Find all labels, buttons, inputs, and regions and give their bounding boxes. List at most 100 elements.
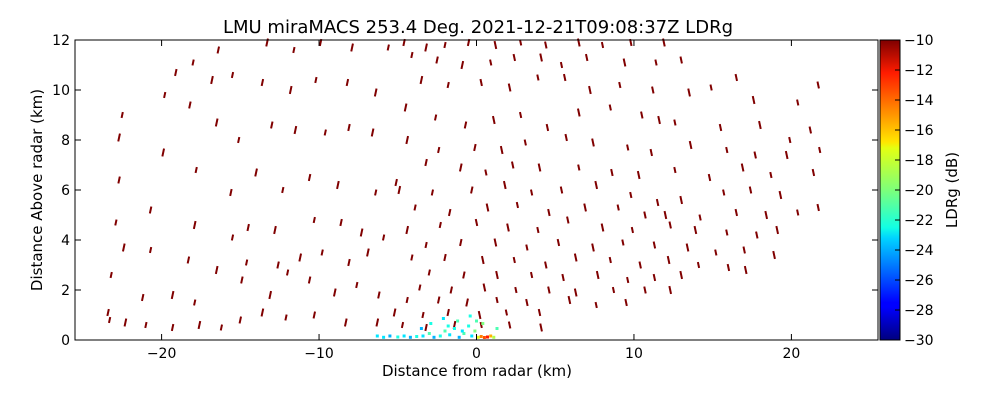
data-point bbox=[652, 241, 657, 249]
data-point bbox=[366, 248, 370, 257]
data-point bbox=[666, 255, 671, 265]
data-point bbox=[480, 255, 485, 265]
near-ground-point bbox=[482, 336, 486, 339]
data-point bbox=[743, 265, 748, 275]
data-point bbox=[600, 223, 605, 232]
data-point bbox=[525, 244, 529, 251]
data-point bbox=[397, 185, 402, 195]
data-point bbox=[547, 286, 551, 294]
data-point bbox=[446, 81, 450, 89]
data-point bbox=[818, 146, 822, 154]
data-point bbox=[624, 298, 628, 307]
data-point bbox=[449, 286, 454, 294]
data-point bbox=[600, 41, 605, 49]
data-point bbox=[254, 168, 258, 177]
colorbar-tick-label: −10 bbox=[904, 33, 934, 49]
x-tick-label: −10 bbox=[304, 346, 334, 362]
data-point bbox=[210, 75, 214, 85]
data-point bbox=[421, 311, 425, 319]
data-point bbox=[192, 220, 197, 230]
data-point bbox=[312, 311, 317, 319]
data-point bbox=[377, 291, 381, 299]
x-axis-ticks: −20 −10 0 10 20 bbox=[147, 40, 800, 362]
data-point bbox=[438, 221, 442, 229]
data-point bbox=[775, 225, 780, 235]
y-axis-label: Distance Above radar (km) bbox=[28, 89, 46, 291]
data-point bbox=[564, 133, 568, 142]
data-point bbox=[536, 226, 540, 234]
data-point bbox=[402, 38, 406, 47]
data-point bbox=[307, 173, 312, 182]
data-point bbox=[673, 166, 677, 174]
data-point bbox=[244, 259, 249, 266]
data-point bbox=[424, 241, 428, 249]
data-point bbox=[663, 210, 668, 220]
data-point bbox=[734, 208, 739, 217]
data-point bbox=[350, 43, 354, 52]
data-point bbox=[400, 321, 405, 329]
near-ground-point bbox=[467, 324, 471, 328]
data-point bbox=[506, 223, 510, 232]
data-point bbox=[219, 324, 224, 331]
near-ground-point bbox=[453, 327, 456, 330]
data-point bbox=[148, 246, 153, 254]
data-point bbox=[462, 271, 466, 279]
data-point bbox=[144, 321, 148, 329]
colorbar-tick-label: −12 bbox=[904, 63, 934, 79]
data-point bbox=[109, 271, 113, 279]
data-point bbox=[336, 180, 340, 190]
data-point bbox=[318, 38, 323, 47]
data-point bbox=[489, 59, 493, 66]
data-point bbox=[117, 133, 121, 142]
colorbar-tick-label: −22 bbox=[904, 213, 934, 229]
data-point bbox=[544, 261, 548, 269]
data-point bbox=[470, 186, 474, 194]
data-points bbox=[106, 38, 822, 339]
data-point bbox=[515, 201, 520, 209]
near-ground-point bbox=[443, 329, 447, 333]
near-ground-point bbox=[382, 335, 386, 339]
data-point bbox=[463, 121, 468, 129]
near-ground-point bbox=[446, 324, 450, 328]
data-point bbox=[370, 128, 375, 137]
data-point bbox=[536, 74, 540, 81]
near-ground-point bbox=[427, 332, 431, 335]
data-point bbox=[816, 81, 820, 89]
data-point bbox=[386, 44, 390, 51]
data-point bbox=[636, 170, 641, 180]
data-point bbox=[618, 81, 622, 89]
data-point bbox=[191, 59, 195, 66]
data-point bbox=[214, 265, 219, 275]
data-point bbox=[547, 208, 551, 217]
data-point bbox=[583, 203, 587, 212]
data-point bbox=[163, 91, 167, 99]
data-point bbox=[559, 186, 564, 194]
data-point bbox=[626, 276, 630, 284]
near-ground-point bbox=[462, 332, 466, 335]
data-point bbox=[525, 298, 529, 307]
near-ground-point bbox=[408, 335, 412, 339]
data-point bbox=[742, 246, 746, 254]
data-point bbox=[518, 39, 523, 46]
data-point bbox=[577, 164, 581, 171]
x-tick-label: −20 bbox=[147, 346, 177, 362]
data-point bbox=[359, 228, 364, 237]
data-point bbox=[537, 163, 542, 172]
data-point bbox=[510, 161, 515, 169]
data-point bbox=[652, 273, 657, 282]
colorbar-tick-label: −14 bbox=[904, 93, 934, 109]
data-point bbox=[643, 286, 647, 294]
data-point bbox=[246, 223, 250, 232]
data-point bbox=[688, 140, 693, 150]
y-tick-label: 2 bbox=[61, 283, 70, 299]
colorbar-tick-label: −26 bbox=[904, 273, 934, 289]
data-point bbox=[616, 204, 620, 211]
data-point bbox=[323, 129, 327, 136]
data-point bbox=[347, 123, 351, 132]
x-tick-label: 10 bbox=[625, 346, 643, 362]
data-point bbox=[545, 123, 550, 132]
data-point bbox=[544, 41, 548, 49]
data-point bbox=[649, 148, 654, 157]
data-point bbox=[788, 136, 792, 144]
data-point bbox=[796, 99, 800, 106]
